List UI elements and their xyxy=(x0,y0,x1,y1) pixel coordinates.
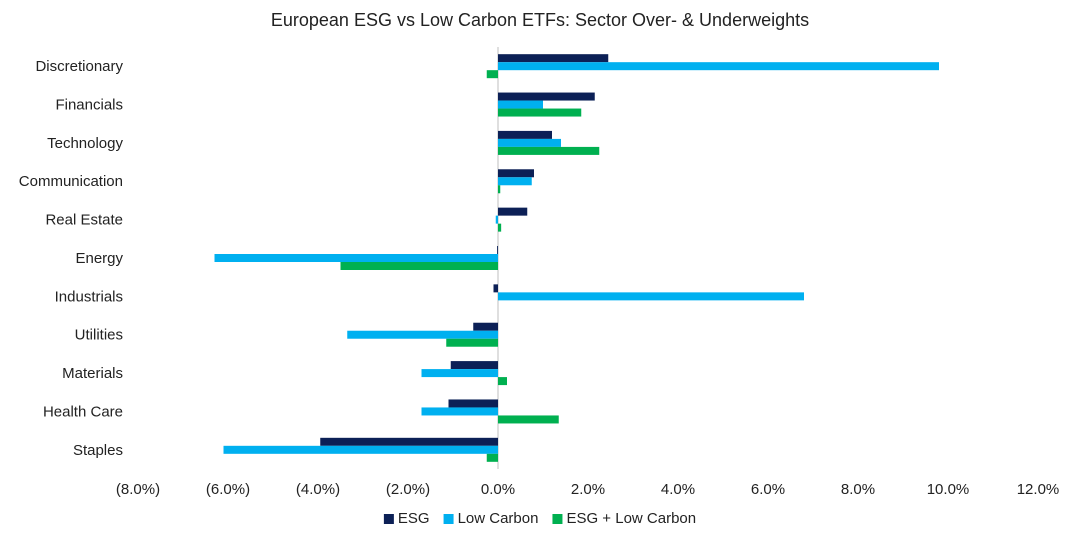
bar xyxy=(498,108,582,117)
bar xyxy=(340,262,498,270)
y-tick-label: Materials xyxy=(62,365,123,382)
x-tick-label: 2.0% xyxy=(571,481,605,498)
legend-label: ESG + Low Carbon xyxy=(566,510,696,527)
bar xyxy=(495,215,498,224)
bar xyxy=(498,185,501,194)
bar xyxy=(497,246,498,254)
y-tick-label: Discretionary xyxy=(35,58,123,75)
bar xyxy=(486,70,498,79)
bar xyxy=(493,284,498,293)
x-tick-label: 12.0% xyxy=(1017,481,1060,498)
legend-label: Low Carbon xyxy=(458,510,539,527)
bar xyxy=(421,407,498,416)
x-tick-label: 4.0% xyxy=(661,481,695,498)
legend-swatch xyxy=(443,514,454,524)
legend-swatch xyxy=(552,514,563,524)
y-tick-label: Financials xyxy=(55,97,123,114)
y-tick-label: Health Care xyxy=(43,403,123,420)
legend-label: ESG xyxy=(398,510,430,527)
bar xyxy=(223,445,498,454)
bar xyxy=(498,62,939,71)
bar xyxy=(421,369,498,378)
x-tick-label: (8.0%) xyxy=(116,481,160,498)
x-tick-label: (2.0%) xyxy=(386,481,430,498)
y-tick-label: Communication xyxy=(19,173,123,190)
bar xyxy=(498,130,552,139)
y-tick-label: Industrials xyxy=(55,288,123,305)
x-tick-label: (6.0%) xyxy=(206,481,250,498)
bar xyxy=(498,207,528,216)
legend-swatch xyxy=(383,514,394,524)
x-tick-label: 0.0% xyxy=(481,481,515,498)
chart-title: European ESG vs Low Carbon ETFs: Sector … xyxy=(271,10,809,30)
y-tick-label: Technology xyxy=(47,135,123,152)
x-tick-label: 6.0% xyxy=(751,481,785,498)
bar xyxy=(498,146,600,155)
bar xyxy=(498,377,507,386)
x-tick-label: (4.0%) xyxy=(296,481,340,498)
bar xyxy=(498,223,502,232)
bar xyxy=(498,177,532,186)
bar xyxy=(498,415,559,424)
bar xyxy=(450,361,498,370)
y-tick-label: Energy xyxy=(75,250,123,267)
y-tick-label: Staples xyxy=(73,442,123,459)
y-tick-label: Utilities xyxy=(75,327,123,344)
bar xyxy=(214,254,498,262)
x-tick-label: 10.0% xyxy=(927,481,970,498)
x-tick-label: 8.0% xyxy=(841,481,875,498)
y-tick-label: Real Estate xyxy=(45,212,123,229)
bar xyxy=(446,338,498,347)
bar xyxy=(486,453,498,462)
bar xyxy=(498,169,534,178)
bar xyxy=(498,100,543,109)
bar xyxy=(347,330,498,339)
bar xyxy=(473,322,498,331)
bar xyxy=(498,138,561,147)
bar xyxy=(498,54,609,63)
bar xyxy=(498,92,595,101)
bar xyxy=(448,399,498,408)
bar xyxy=(320,437,498,446)
bar xyxy=(498,292,804,301)
